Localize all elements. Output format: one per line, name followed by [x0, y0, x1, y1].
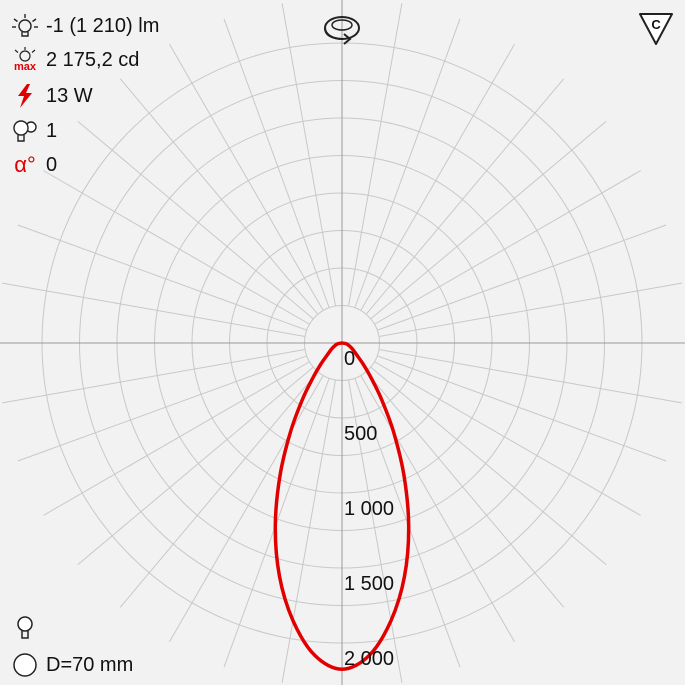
bulb-rays-icon [12, 14, 38, 37]
grid-spoke [169, 375, 324, 643]
max-intensity-value: 2 175,2 cd [46, 49, 140, 71]
grid-spoke [365, 78, 565, 315]
grid-spoke [374, 361, 642, 516]
grid-spoke [119, 371, 319, 608]
grid-spoke [281, 379, 336, 683]
intensity-curve-layer [273, 341, 411, 672]
alpha-symbol: α° [14, 152, 36, 177]
flux-value: -1 (1 210) lm [46, 15, 160, 37]
alpha-icon: α° [10, 151, 40, 179]
lightning-icon [18, 84, 32, 108]
grid-spoke [360, 43, 515, 311]
grid-spoke [354, 18, 461, 308]
flux-row: -1 (1 210) lm [10, 12, 159, 40]
power-value: 13 W [46, 85, 93, 107]
alpha-value: 0 [46, 154, 58, 176]
ring-label-layer: 0 500 1 000 1 500 2 000 [344, 348, 394, 670]
grid-spoke [42, 170, 310, 325]
lamps-icon [13, 120, 37, 142]
grid-spoke [2, 349, 306, 404]
bulb-icon [17, 616, 33, 639]
grid-spoke [370, 366, 607, 566]
grid-spoke [377, 355, 667, 462]
max-intensity-row: max 2 175,2 cd [10, 46, 139, 74]
grid-spoke [374, 170, 642, 325]
diameter-value: D=70 mm [46, 654, 134, 676]
grid-spoke [348, 3, 403, 307]
c-plane-badge: C [639, 13, 673, 45]
grid-spoke [360, 375, 515, 643]
ring-label: 2 000 [344, 648, 394, 670]
grid-spoke [378, 282, 682, 337]
grid-spoke [2, 282, 306, 337]
grid-spoke [370, 120, 607, 320]
grid-spoke [42, 361, 310, 516]
grid-spoke [348, 379, 403, 683]
ring-label: 1 500 [344, 573, 394, 595]
grid-spoke [223, 18, 330, 308]
grid-spoke [17, 355, 307, 462]
grid-spoke [169, 43, 324, 311]
lamp-type-row [10, 614, 40, 642]
lamps-row: 1 [10, 117, 57, 145]
grid-spoke [377, 224, 667, 331]
grid-spoke [365, 371, 565, 608]
ring-label: 1 000 [344, 498, 394, 520]
rotate-icon[interactable] [324, 16, 360, 45]
grid-spoke [17, 224, 307, 331]
lamps-value: 1 [46, 120, 58, 142]
ring-label: 500 [344, 423, 377, 445]
grid-spoke [77, 366, 314, 566]
max-intensity-icon: max [14, 47, 37, 73]
power-row: 13 W [10, 82, 93, 110]
intensity-curve [273, 341, 411, 672]
max-badge: max [14, 61, 37, 73]
circle-diameter-icon [13, 653, 37, 677]
diameter-row: D=70 mm [10, 651, 133, 679]
c-plane-label: C [651, 17, 661, 32]
grid-spoke [77, 120, 314, 320]
grid-spoke [281, 3, 336, 307]
grid-spoke [378, 349, 682, 404]
grid-spoke [119, 78, 319, 315]
alpha-row: α° 0 [10, 151, 57, 179]
ring-label: 0 [344, 348, 355, 370]
